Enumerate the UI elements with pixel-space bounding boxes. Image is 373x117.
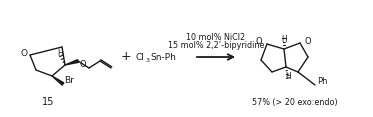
Polygon shape bbox=[52, 76, 64, 85]
Text: O: O bbox=[79, 60, 86, 69]
Text: O: O bbox=[305, 37, 311, 46]
Text: 3: 3 bbox=[146, 57, 150, 62]
Text: O: O bbox=[256, 38, 262, 46]
Text: 10 mol% NiCl2: 10 mol% NiCl2 bbox=[186, 33, 245, 42]
Text: H: H bbox=[285, 72, 291, 81]
Text: 15: 15 bbox=[42, 97, 54, 107]
Text: Br: Br bbox=[64, 76, 74, 85]
Polygon shape bbox=[65, 60, 78, 65]
Text: Ph: Ph bbox=[317, 77, 327, 86]
Text: H: H bbox=[57, 49, 63, 57]
Text: 15 mol% 2,2’-bipyridine: 15 mol% 2,2’-bipyridine bbox=[168, 42, 264, 51]
Text: +: + bbox=[121, 51, 131, 64]
Text: H: H bbox=[281, 35, 287, 44]
Text: Cl: Cl bbox=[136, 53, 145, 62]
Text: O: O bbox=[21, 49, 28, 58]
Text: Sn-Ph: Sn-Ph bbox=[150, 53, 176, 62]
Text: 57% (> 20 exo:endo): 57% (> 20 exo:endo) bbox=[252, 99, 338, 108]
